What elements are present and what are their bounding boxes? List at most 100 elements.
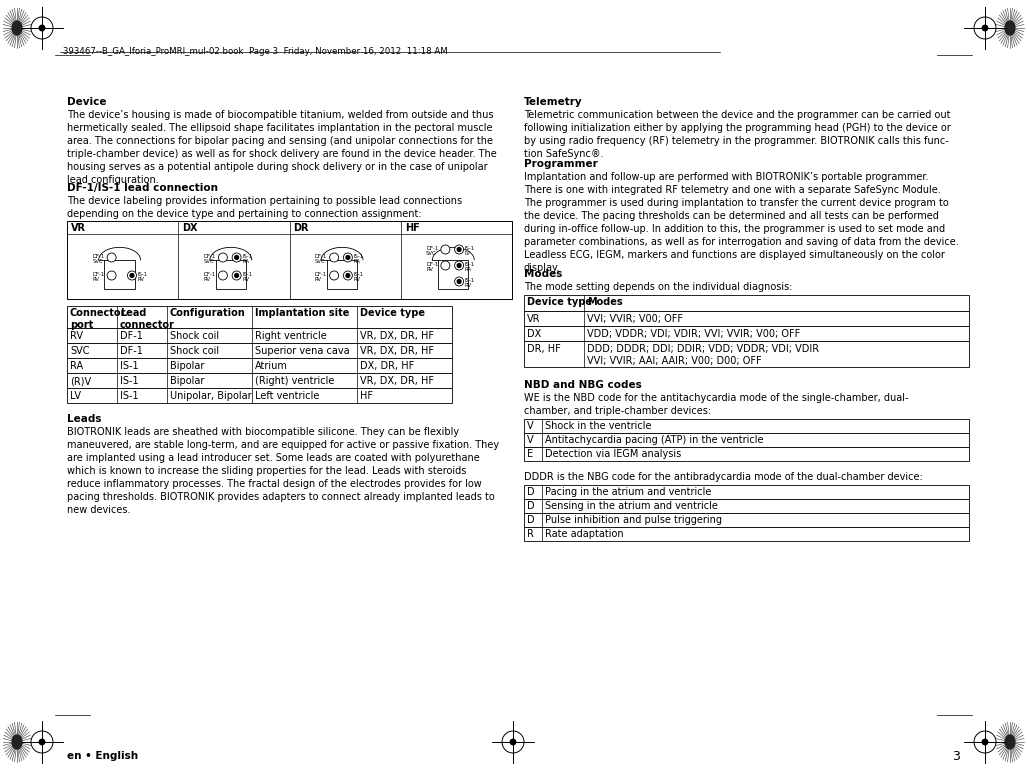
Text: Sensing in the atrium and ventricle: Sensing in the atrium and ventricle [545, 501, 718, 511]
Circle shape [457, 280, 461, 283]
Circle shape [343, 271, 352, 280]
Circle shape [455, 245, 463, 254]
Text: WE is the NBD code for the antitachycardia mode of the single-chamber, dual-
cha: WE is the NBD code for the antitachycard… [524, 393, 909, 416]
Circle shape [39, 739, 45, 745]
Bar [216, 260, 246, 289]
Circle shape [455, 261, 463, 270]
Ellipse shape [12, 735, 22, 749]
Bar [524, 433, 969, 447]
Bar [327, 260, 357, 289]
Text: Leads: Leads [67, 414, 102, 424]
Text: Shock in the ventricle: Shock in the ventricle [545, 421, 651, 431]
Circle shape [343, 253, 352, 262]
Ellipse shape [12, 21, 22, 35]
Circle shape [130, 273, 134, 277]
Text: IS-1
RV: IS-1 RV [242, 272, 253, 282]
Text: IS-1
RA: IS-1 RA [353, 253, 364, 264]
Text: Configuration: Configuration [170, 308, 245, 318]
Text: Implantation and follow-up are performed with BIOTRONIK’s portable programmer.
T: Implantation and follow-up are performed… [524, 172, 959, 273]
Bar [524, 341, 969, 367]
Text: Modes: Modes [524, 269, 563, 279]
Text: D: D [527, 515, 535, 525]
Text: Programmer: Programmer [524, 159, 598, 169]
Text: BIOTRONIK leads are sheathed with biocompatible silicone. They can be flexibly
m: BIOTRONIK leads are sheathed with biocom… [67, 427, 499, 515]
Bar [524, 447, 969, 461]
Bar [524, 419, 969, 433]
Text: VR: VR [71, 223, 86, 233]
Text: RV: RV [70, 331, 83, 341]
Text: (Right) ventricle: (Right) ventricle [255, 376, 335, 386]
Circle shape [457, 248, 461, 251]
Circle shape [235, 256, 238, 259]
Bar [105, 260, 135, 289]
Text: VR, DX, DR, HF: VR, DX, DR, HF [360, 376, 434, 386]
Bar [67, 221, 512, 299]
Ellipse shape [1005, 735, 1015, 749]
Bar [524, 513, 969, 527]
Circle shape [219, 253, 227, 262]
Bar [67, 373, 452, 388]
Text: VR: VR [527, 314, 540, 324]
Text: V: V [527, 435, 534, 445]
Text: DX: DX [182, 223, 198, 233]
Text: R: R [527, 529, 534, 539]
Text: DF-1: DF-1 [120, 346, 143, 356]
Text: DF-1
RV: DF-1 RV [315, 272, 328, 282]
Text: Left ventricle: Left ventricle [255, 391, 319, 401]
Text: D: D [527, 501, 535, 511]
Text: E: E [527, 449, 533, 459]
Text: IS-1
LV: IS-1 LV [464, 246, 474, 256]
Bar [524, 295, 969, 311]
Circle shape [39, 25, 45, 31]
Text: DX: DX [527, 329, 541, 339]
Bar [67, 328, 452, 343]
Text: Pacing in the atrium and ventricle: Pacing in the atrium and ventricle [545, 487, 712, 497]
Text: Atrium: Atrium [255, 361, 288, 371]
Text: Bipolar: Bipolar [170, 361, 204, 371]
Text: DF-1
SVC: DF-1 SVC [315, 253, 328, 264]
Text: (R)V: (R)V [70, 376, 91, 386]
Circle shape [235, 273, 238, 277]
Text: Shock coil: Shock coil [170, 346, 219, 356]
Circle shape [127, 271, 137, 280]
Text: DF-1
RV: DF-1 RV [426, 262, 439, 272]
Text: Device type: Device type [360, 308, 425, 318]
Text: DDDR is the NBG code for the antibradycardia mode of the dual-chamber device:: DDDR is the NBG code for the antibradyca… [524, 472, 922, 482]
Bar [524, 326, 969, 341]
Circle shape [232, 253, 241, 262]
Text: DF-1: DF-1 [120, 331, 143, 341]
Text: IS-1
RV: IS-1 RV [464, 277, 474, 288]
Text: IS-1
RA: IS-1 RA [242, 253, 253, 264]
Text: HF: HF [360, 391, 373, 401]
Text: The device’s housing is made of biocompatible titanium, welded from outside and : The device’s housing is made of biocompa… [67, 110, 497, 186]
Text: DX, DR, HF: DX, DR, HF [360, 361, 414, 371]
Circle shape [219, 271, 227, 280]
Text: Device type: Device type [527, 297, 592, 307]
Text: DF-1
SVC: DF-1 SVC [203, 253, 216, 264]
Text: DF-1
SVC: DF-1 SVC [426, 246, 439, 256]
Circle shape [346, 256, 350, 259]
Text: Telemetry: Telemetry [524, 97, 582, 107]
Text: SVC: SVC [70, 346, 89, 356]
Circle shape [982, 25, 988, 31]
Text: The mode setting depends on the individual diagnosis:: The mode setting depends on the individu… [524, 282, 793, 292]
Circle shape [441, 245, 450, 254]
Text: VDD; VDDR; VDI; VDIR; VVI; VVIR; V00; OFF: VDD; VDDR; VDI; VDIR; VVI; VVIR; V00; OF… [587, 329, 800, 339]
Text: Telemetric communication between the device and the programmer can be carried ou: Telemetric communication between the dev… [524, 110, 951, 159]
Text: V: V [527, 421, 534, 431]
Circle shape [107, 271, 116, 280]
Text: DR, HF: DR, HF [527, 344, 561, 354]
Text: DF-1/IS-1 lead connection: DF-1/IS-1 lead connection [67, 183, 218, 193]
Text: DF-1
SVC: DF-1 SVC [92, 253, 105, 264]
Bar [524, 527, 969, 541]
Text: RA: RA [70, 361, 83, 371]
Text: DR: DR [294, 223, 309, 233]
Text: Rate adaptation: Rate adaptation [545, 529, 623, 539]
Text: The device labeling provides information pertaining to possible lead connections: The device labeling provides information… [67, 196, 462, 219]
Bar [524, 499, 969, 513]
Text: D: D [527, 487, 535, 497]
Text: IS-1
RV: IS-1 RV [353, 272, 364, 282]
Text: Detection via IEGM analysis: Detection via IEGM analysis [545, 449, 681, 459]
Circle shape [330, 253, 339, 262]
Bar [67, 388, 452, 403]
